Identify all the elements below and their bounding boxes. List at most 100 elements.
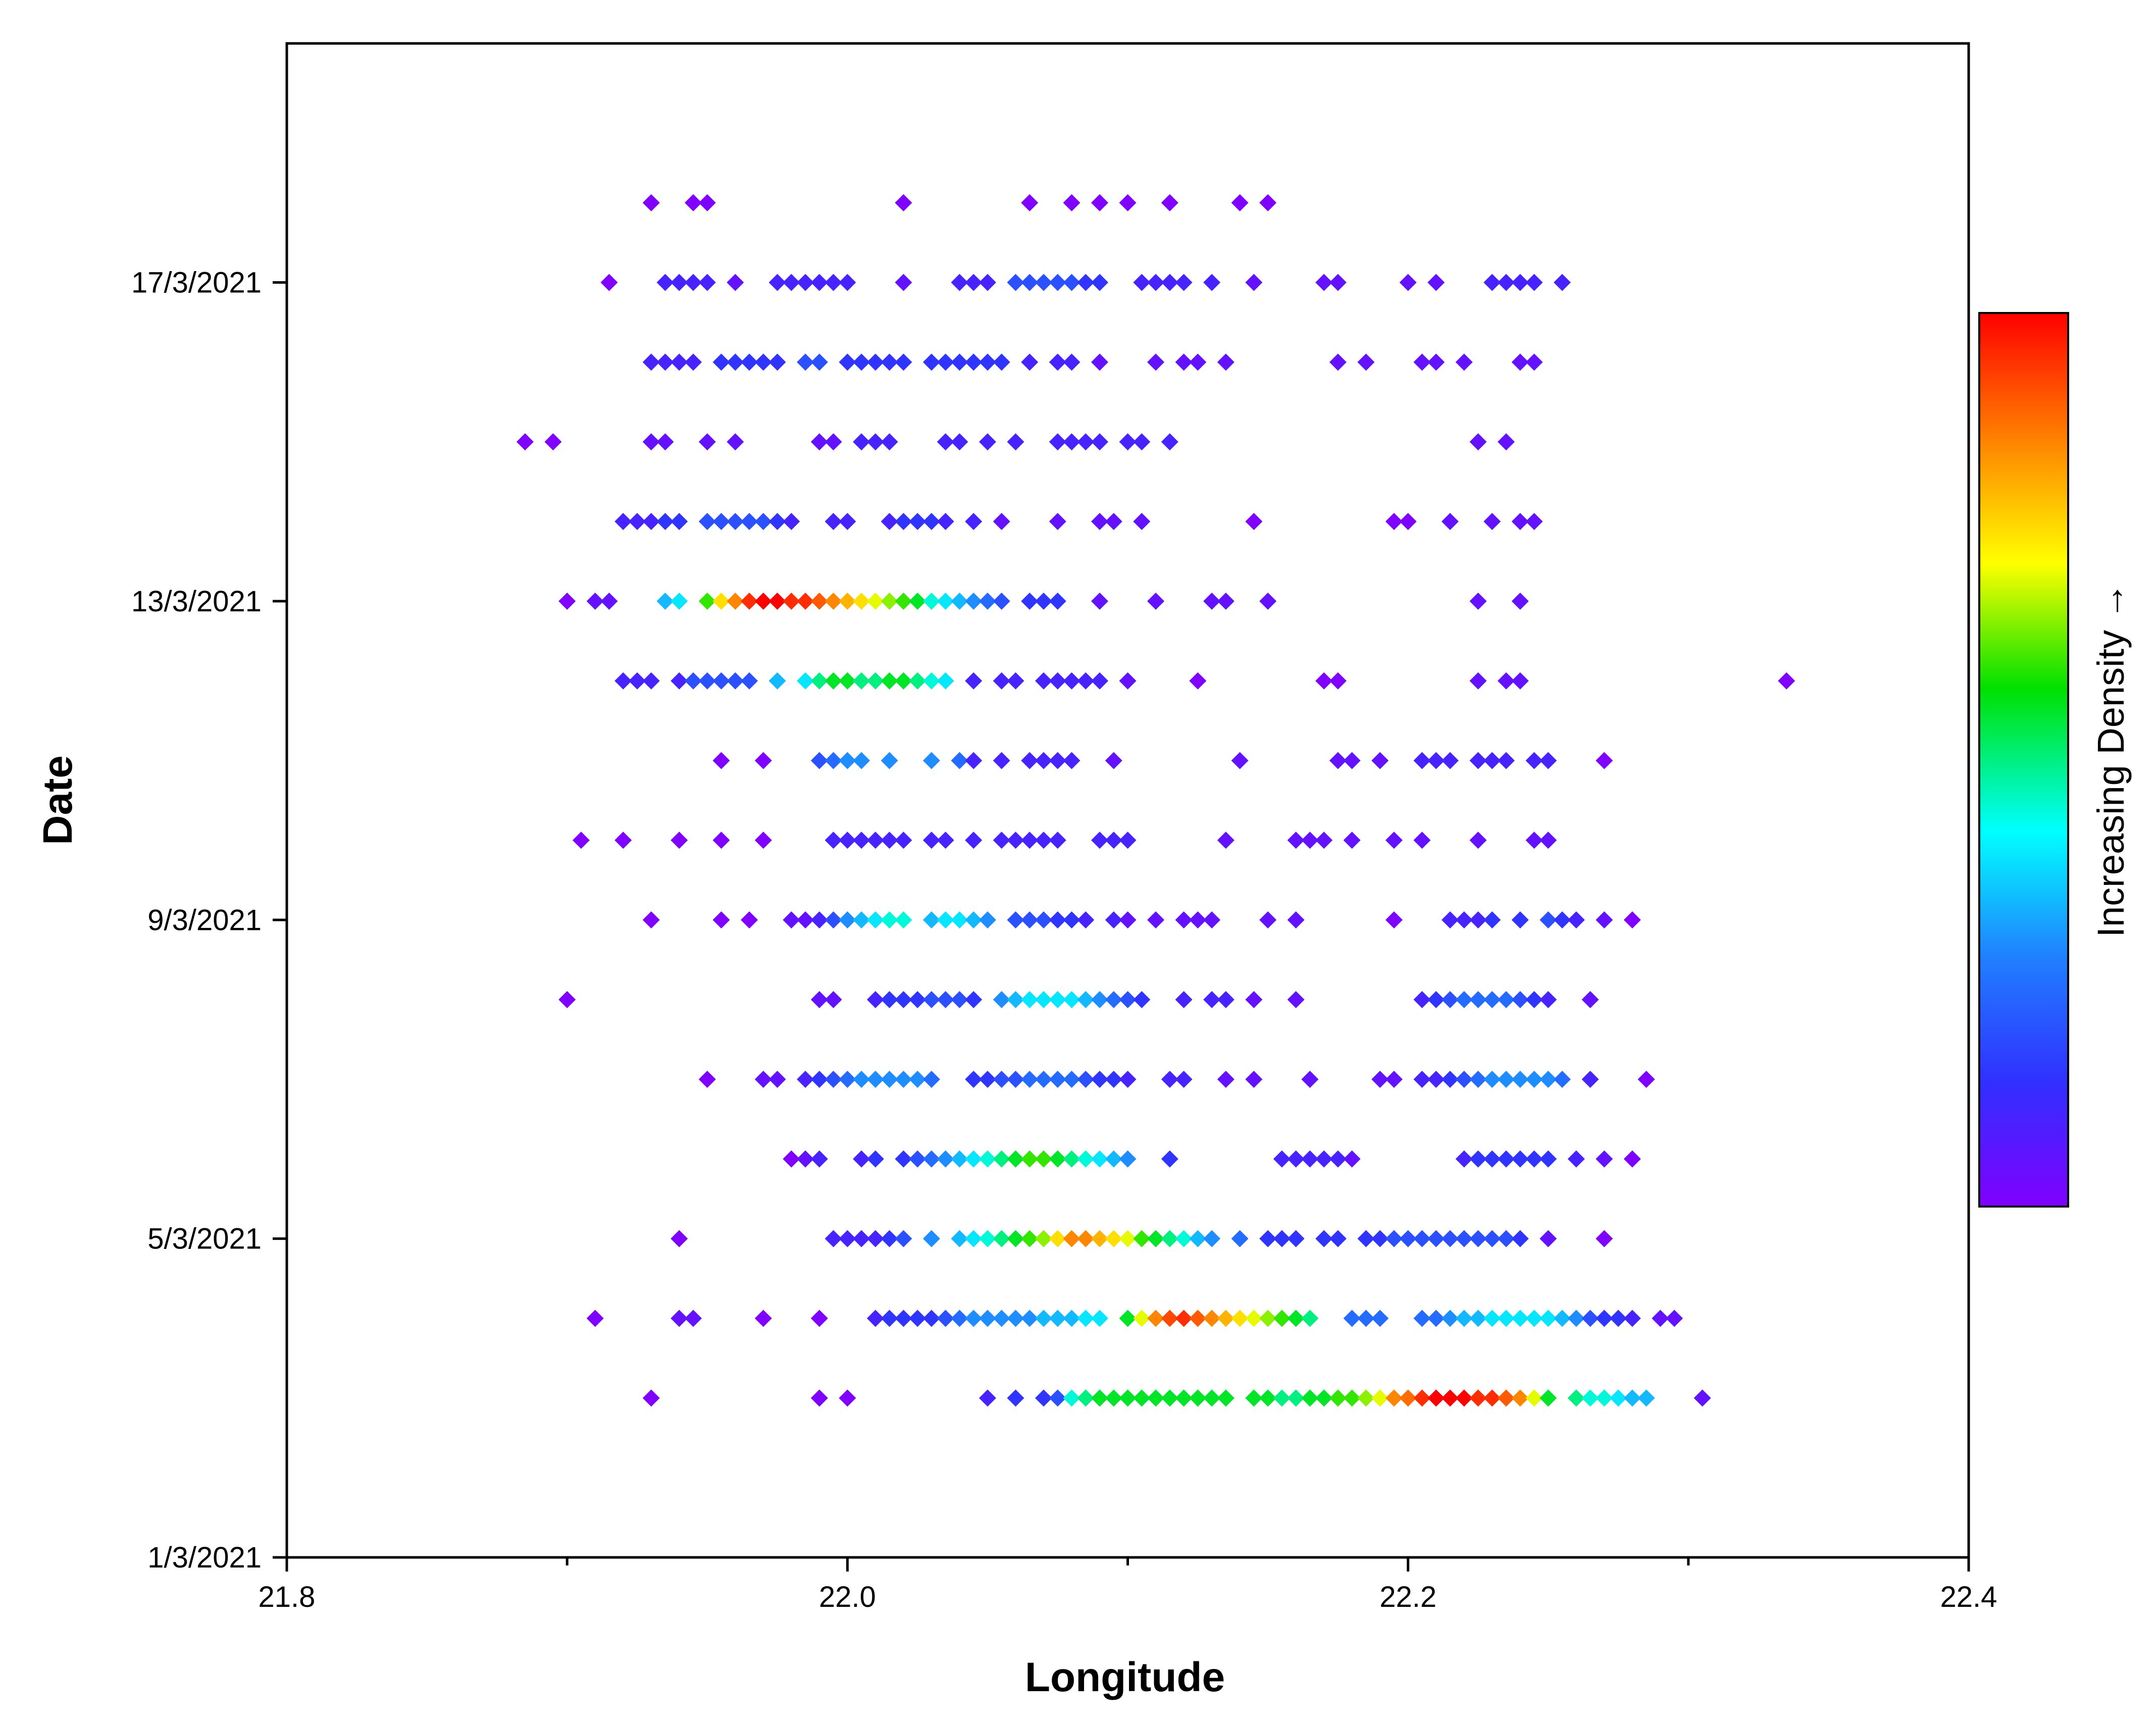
- data-point: [993, 353, 1010, 371]
- data-point: [1287, 1310, 1305, 1327]
- data-point: [937, 831, 954, 849]
- data-point: [741, 353, 758, 371]
- data-point: [1441, 1310, 1459, 1327]
- data-point: [1021, 1230, 1039, 1247]
- data-point: [1259, 1230, 1277, 1247]
- data-point: [1063, 1230, 1081, 1247]
- data-point: [895, 353, 912, 371]
- data-point: [895, 274, 912, 291]
- data-point: [1077, 433, 1095, 451]
- data-point: [558, 592, 576, 610]
- data-point: [671, 274, 688, 291]
- data-point: [656, 592, 674, 610]
- data-point: [881, 433, 898, 451]
- x-tick-label: 22.2: [1379, 1581, 1436, 1613]
- data-point: [1554, 1070, 1571, 1088]
- data-point: [965, 513, 983, 531]
- data-point: [1273, 1389, 1291, 1407]
- data-point: [1329, 1230, 1347, 1247]
- data-point: [1049, 353, 1066, 371]
- data-point: [1091, 991, 1108, 1009]
- data-point: [1035, 1230, 1052, 1247]
- data-point: [1119, 194, 1137, 212]
- data-point: [712, 353, 730, 371]
- data-point: [1441, 1389, 1459, 1407]
- data-point: [1035, 1389, 1052, 1407]
- data-point: [1427, 353, 1445, 371]
- data-point: [1469, 1070, 1487, 1088]
- data-point: [1567, 1389, 1585, 1407]
- data-point: [1259, 194, 1277, 212]
- data-point: [839, 672, 856, 690]
- data-point: [1483, 1389, 1501, 1407]
- data-point: [1539, 831, 1557, 849]
- data-point: [1259, 1310, 1277, 1327]
- data-point: [1497, 1150, 1515, 1168]
- data-point: [1666, 1310, 1683, 1327]
- data-point: [881, 831, 898, 849]
- data-point: [1063, 1310, 1081, 1327]
- data-point: [993, 513, 1010, 531]
- data-point: [1105, 991, 1122, 1009]
- data-point: [1413, 991, 1431, 1009]
- data-point: [1161, 433, 1178, 451]
- data-point: [727, 513, 744, 531]
- colorbar-title: Increasing Density →: [2090, 582, 2132, 937]
- data-point: [825, 991, 842, 1009]
- data-point: [825, 911, 842, 929]
- data-point: [1483, 911, 1501, 929]
- data-point: [1455, 1070, 1473, 1088]
- data-point: [1119, 991, 1137, 1009]
- data-point: [1175, 991, 1193, 1009]
- data-point: [979, 1070, 996, 1088]
- data-point: [1273, 1230, 1291, 1247]
- data-point: [671, 1310, 688, 1327]
- data-point: [895, 1070, 912, 1088]
- data-point: [1357, 1310, 1375, 1327]
- data-point: [671, 1230, 688, 1247]
- data-point: [965, 831, 983, 849]
- data-point: [1329, 274, 1347, 291]
- data-point: [1357, 1230, 1375, 1247]
- data-point: [1441, 1070, 1459, 1088]
- data-point: [951, 1230, 968, 1247]
- data-point: [1077, 1150, 1095, 1168]
- data-point: [909, 592, 927, 610]
- data-point: [1161, 1310, 1178, 1327]
- data-point: [1399, 513, 1417, 531]
- data-point: [1511, 991, 1529, 1009]
- data-point: [866, 592, 884, 610]
- data-point: [1469, 831, 1487, 849]
- data-point: [866, 991, 884, 1009]
- data-point: [937, 433, 954, 451]
- data-point: [1175, 1070, 1193, 1088]
- data-point: [853, 672, 870, 690]
- data-point: [1525, 752, 1543, 769]
- data-point: [1441, 911, 1459, 929]
- data-point: [1623, 1389, 1641, 1407]
- data-point: [1007, 274, 1024, 291]
- data-point: [1497, 1230, 1515, 1247]
- data-point: [1021, 1150, 1039, 1168]
- data-point: [866, 1310, 884, 1327]
- data-point: [866, 1150, 884, 1168]
- data-point: [937, 672, 954, 690]
- data-point: [1091, 274, 1108, 291]
- data-point: [1063, 752, 1081, 769]
- data-point: [1539, 1230, 1557, 1247]
- data-point: [951, 433, 968, 451]
- data-point: [1441, 991, 1459, 1009]
- data-point: [1525, 513, 1543, 531]
- data-point: [951, 752, 968, 769]
- data-point: [1063, 1070, 1081, 1088]
- data-point: [1035, 831, 1052, 849]
- data-point: [881, 592, 898, 610]
- data-point: [1077, 1070, 1095, 1088]
- data-point: [754, 752, 772, 769]
- data-point: [1105, 1230, 1122, 1247]
- data-point: [895, 831, 912, 849]
- data-point: [1217, 1070, 1235, 1088]
- data-point: [1203, 274, 1221, 291]
- data-point: [1539, 991, 1557, 1009]
- data-point: [1497, 1070, 1515, 1088]
